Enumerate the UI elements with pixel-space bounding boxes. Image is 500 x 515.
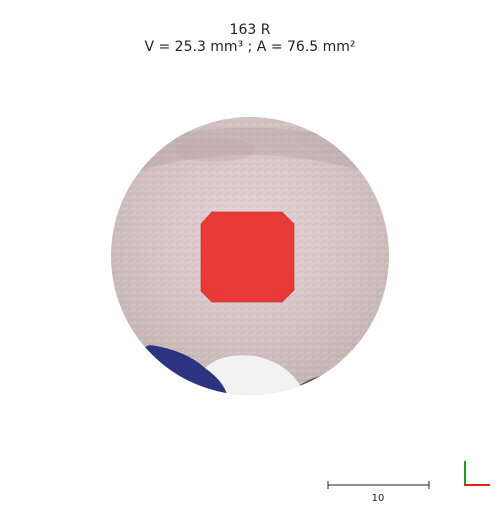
scale-bar-label: 10: [360, 493, 396, 505]
scale-bar: [328, 481, 429, 489]
lesion-region: [201, 212, 294, 302]
orientation-axes: [464, 461, 490, 486]
